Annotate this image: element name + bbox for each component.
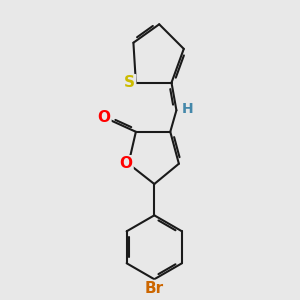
Text: O: O [98,110,110,124]
Text: O: O [119,156,133,171]
Text: S: S [124,75,135,90]
Text: H: H [182,102,193,116]
Text: Br: Br [145,281,164,296]
